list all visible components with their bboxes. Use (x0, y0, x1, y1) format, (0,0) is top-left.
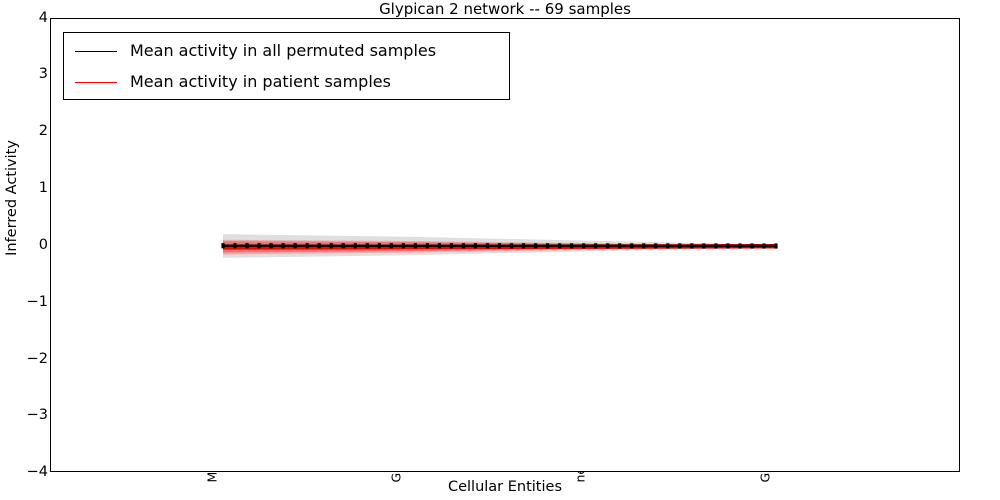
y-tick-label-neg-3: −3 (26, 407, 48, 423)
y-tick-label-1: 1 (38, 180, 48, 196)
legend: Mean activity in all permuted samples Me… (63, 32, 510, 100)
legend-entry-patient: Mean activity in patient samples (64, 67, 509, 97)
y-tick-label-neg-2: −2 (26, 351, 48, 367)
y-tick-label-2: 2 (38, 123, 48, 139)
y-tick-label-4: 4 (38, 10, 48, 26)
legend-label-patient: Mean activity in patient samples (130, 72, 391, 91)
plot-area: Mean activity in all permuted samples Me… (50, 18, 960, 472)
chart-title: Glypican 2 network -- 69 samples (379, 0, 631, 18)
legend-entry-permuted: Mean activity in all permuted samples (64, 36, 509, 66)
x-axis-label: Cellular Entities (447, 479, 563, 495)
y-tick-label-3: 3 (38, 66, 48, 82)
y-tick-label-neg-1: −1 (26, 294, 48, 310)
legend-label-permuted: Mean activity in all permuted samples (130, 41, 437, 60)
legend-swatch-red-line-icon (75, 81, 117, 83)
y-tick-label-neg-4: −4 (26, 464, 48, 480)
series-overlay (221, 234, 778, 258)
legend-swatch-black-line-icon (75, 50, 117, 52)
permuted-mean-dash-markers (221, 243, 778, 249)
y-tick-label-0: 0 (38, 237, 48, 253)
